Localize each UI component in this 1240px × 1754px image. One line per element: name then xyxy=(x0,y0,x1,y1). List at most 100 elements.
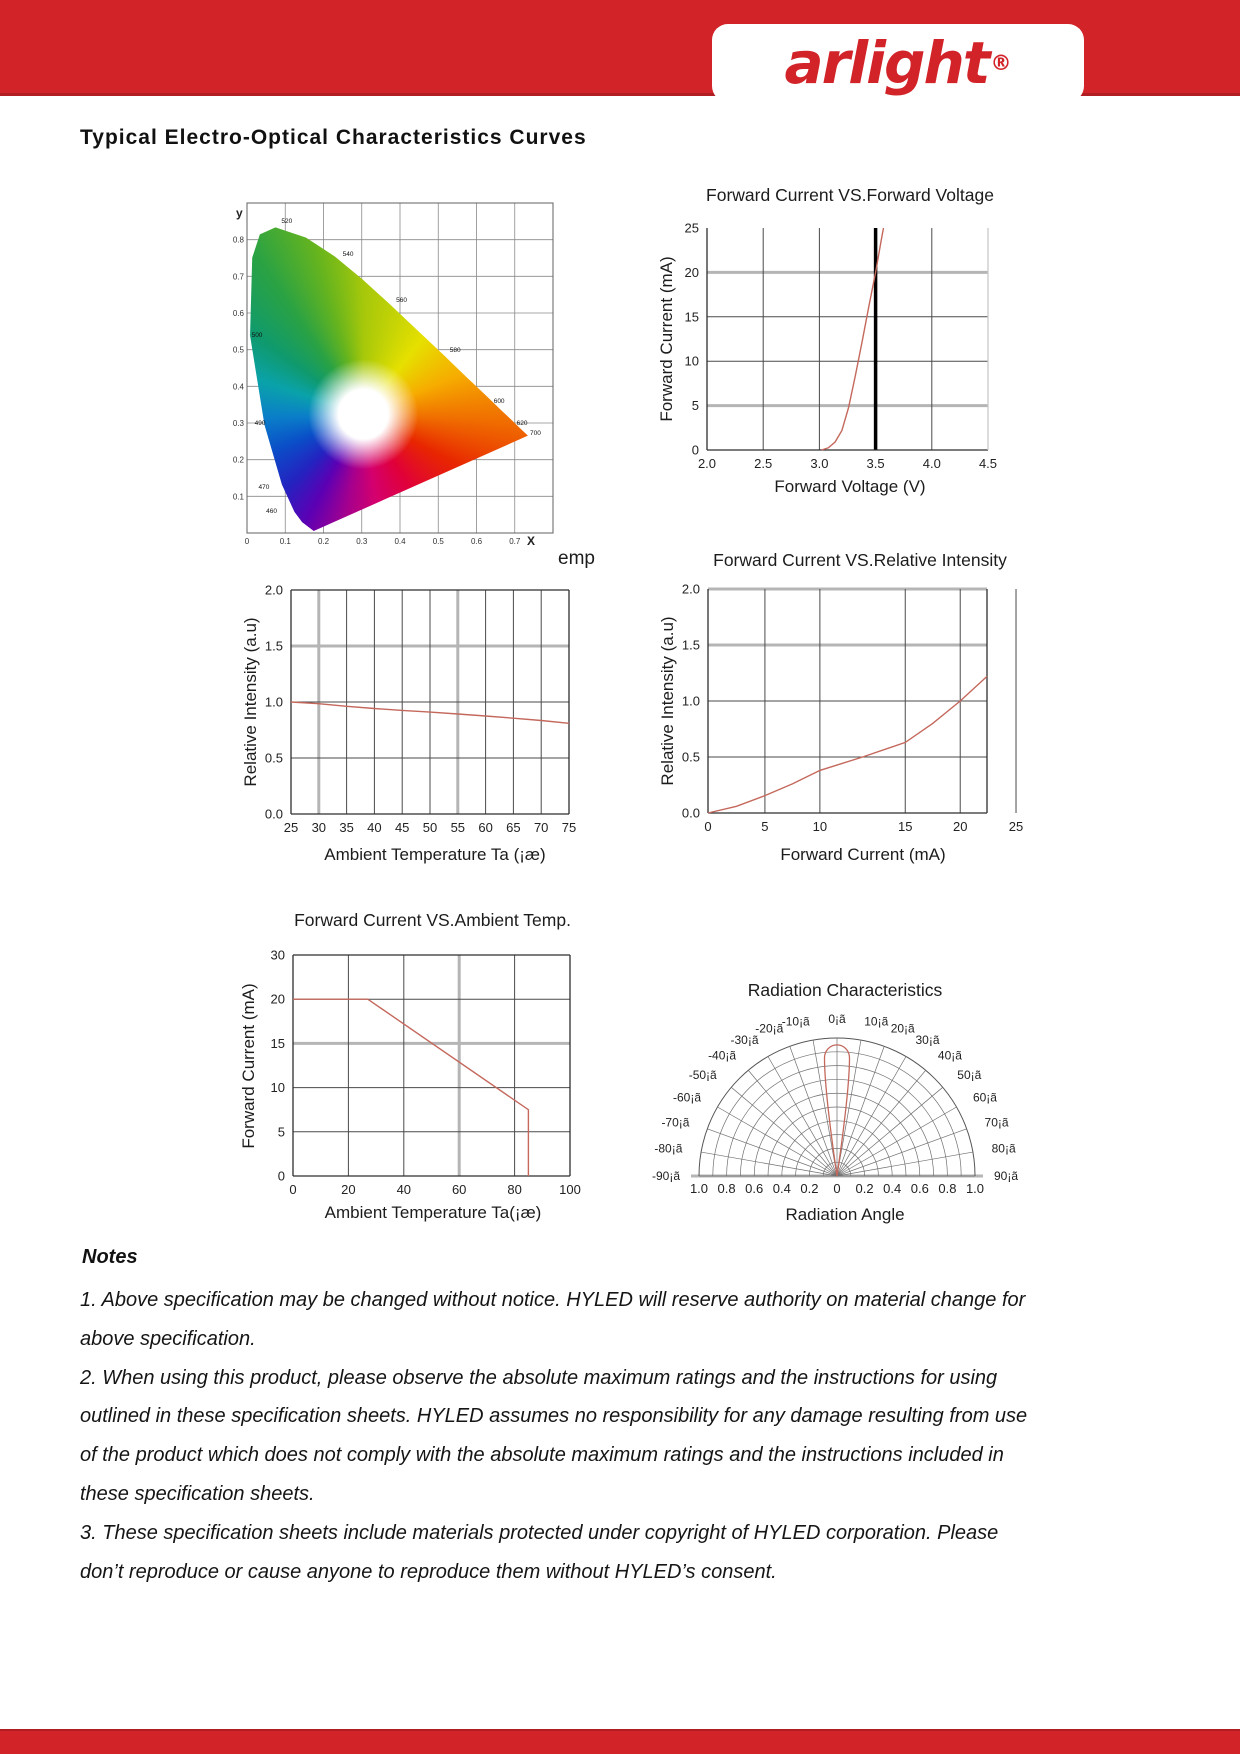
svg-text:10: 10 xyxy=(685,354,699,369)
svg-text:80: 80 xyxy=(507,1182,521,1197)
brand-logo: arlight ® xyxy=(712,24,1084,102)
svg-text:-30¡ã: -30¡ã xyxy=(730,1033,758,1047)
svg-text:0.6: 0.6 xyxy=(745,1181,763,1196)
svg-text:0: 0 xyxy=(289,1182,296,1197)
svg-text:20: 20 xyxy=(341,1182,355,1197)
chart-title-radiation: Radiation Characteristics xyxy=(747,980,943,1000)
wavelength-label: 460 xyxy=(266,508,277,515)
svg-text:15: 15 xyxy=(898,819,912,834)
iv-plot-area: 2.0 2.5 3.0 3.5 4.0 4.5 0 5 10 15 20 25 xyxy=(685,221,998,472)
x-axis-title-radiation: Radiation Angle xyxy=(785,1205,905,1224)
svg-text:100: 100 xyxy=(559,1182,581,1197)
svg-text:1.0: 1.0 xyxy=(690,1181,708,1196)
svg-text:-60¡ã: -60¡ã xyxy=(673,1091,701,1105)
svg-text:10: 10 xyxy=(271,1080,285,1095)
svg-text:0.0: 0.0 xyxy=(265,807,283,822)
x-axis-title-intensity-current: Forward Current (mA) xyxy=(780,845,946,864)
svg-text:0.8: 0.8 xyxy=(718,1181,736,1196)
svg-text:0.1: 0.1 xyxy=(233,492,245,501)
svg-text:20¡ã: 20¡ã xyxy=(891,1021,915,1035)
svg-text:0: 0 xyxy=(833,1181,840,1196)
svg-text:0.4: 0.4 xyxy=(233,382,245,391)
notes-section: 1. Above specification may be changed wi… xyxy=(80,1281,1200,1591)
svg-text:25: 25 xyxy=(284,820,298,835)
svg-text:75: 75 xyxy=(562,820,576,835)
svg-text:60: 60 xyxy=(452,1182,466,1197)
svg-text:3.0: 3.0 xyxy=(810,456,828,471)
svg-text:0.8: 0.8 xyxy=(938,1181,956,1196)
brand-logo-text: arlight xyxy=(784,29,990,97)
svg-text:10¡ã: 10¡ã xyxy=(864,1014,888,1028)
svg-text:30: 30 xyxy=(312,820,326,835)
svg-text:20: 20 xyxy=(953,819,967,834)
svg-text:-70¡ã: -70¡ã xyxy=(661,1115,689,1129)
svg-text:0.4: 0.4 xyxy=(394,537,406,546)
svg-text:0.6: 0.6 xyxy=(911,1181,929,1196)
wavelength-label: 520 xyxy=(281,218,293,226)
svg-text:60¡ã: 60¡ã xyxy=(973,1091,997,1105)
svg-text:0.4: 0.4 xyxy=(773,1181,791,1196)
svg-text:2.0: 2.0 xyxy=(682,582,700,597)
wavelength-label: 500 xyxy=(251,332,263,339)
svg-text:30: 30 xyxy=(271,948,285,963)
derating-plot-area: 0 20 40 60 80 100 30 20 15 10 5 0 xyxy=(271,948,581,1198)
chart-title-derating: Forward Current VS.Ambient Temp. xyxy=(294,910,571,930)
wavelength-label: 620 xyxy=(516,420,528,427)
wavelength-label: 560 xyxy=(396,297,408,305)
chart-title-fragment: emp xyxy=(558,548,595,569)
svg-text:4.0: 4.0 xyxy=(923,456,941,471)
svg-text:80¡ã: 80¡ã xyxy=(992,1142,1016,1156)
svg-text:0.5: 0.5 xyxy=(233,346,245,355)
svg-text:-20¡ã: -20¡ã xyxy=(755,1021,783,1035)
svg-text:0: 0 xyxy=(278,1169,285,1184)
cie-chromaticity-diagram: 0.1 0.2 0.3 0.4 0.5 0.6 0.7 0.8 0 0.1 0.2 0.3 0.4 0.5… xyxy=(230,200,555,552)
wavelength-label: 600 xyxy=(493,398,505,405)
svg-text:0.6: 0.6 xyxy=(233,309,245,318)
footer-bar xyxy=(0,1729,1240,1754)
notes-paragraph: 3. These specification sheets include ma… xyxy=(80,1521,999,1583)
radiation-polar-plot: -90¡ã -80¡ã -70¡ã -60¡ã -50¡ã -40¡ã -30¡ã-20¡ã… xyxy=(652,1012,1018,1196)
svg-text:0.5: 0.5 xyxy=(682,750,700,765)
svg-text:0.3: 0.3 xyxy=(356,537,368,546)
x-axis-title-derating: Ambient Temperature Ta(¡æ) xyxy=(324,1203,542,1222)
notes-heading: Notes xyxy=(82,1246,138,1268)
svg-text:0: 0 xyxy=(692,443,699,458)
cie-y-axis-letter: y xyxy=(236,206,243,220)
svg-text:45: 45 xyxy=(395,820,409,835)
chart-title-iv: Forward Current VS.Forward Voltage xyxy=(706,185,994,205)
svg-text:40¡ã: 40¡ã xyxy=(938,1049,962,1063)
chart-title-intensity-current: Forward Current VS.Relative Intensity xyxy=(713,550,1007,570)
svg-text:50¡ã: 50¡ã xyxy=(957,1068,981,1082)
svg-text:0.3: 0.3 xyxy=(233,419,245,428)
svg-text:1.0: 1.0 xyxy=(966,1181,984,1196)
svg-text:0.7: 0.7 xyxy=(509,537,521,546)
svg-text:90¡ã: 90¡ã xyxy=(994,1169,1018,1183)
wavelength-label: 540 xyxy=(342,251,354,259)
svg-text:0: 0 xyxy=(245,537,250,546)
svg-text:5: 5 xyxy=(761,819,768,834)
svg-text:60: 60 xyxy=(478,820,492,835)
svg-text:0.8: 0.8 xyxy=(233,236,245,245)
svg-text:15: 15 xyxy=(685,309,699,324)
svg-text:2.0: 2.0 xyxy=(265,583,283,598)
wavelength-label: 700 xyxy=(530,430,541,438)
svg-text:0.0: 0.0 xyxy=(682,806,700,821)
svg-text:40: 40 xyxy=(367,820,381,835)
svg-text:15: 15 xyxy=(271,1036,285,1051)
svg-text:0.6: 0.6 xyxy=(471,537,483,546)
svg-text:70: 70 xyxy=(534,820,548,835)
svg-text:0.4: 0.4 xyxy=(883,1181,901,1196)
x-axis-title-iv: Forward Voltage (V) xyxy=(774,477,926,496)
svg-text:1.5: 1.5 xyxy=(265,639,283,654)
page-title: Typical Electro-Optical Characteristics … xyxy=(80,126,587,149)
wavelength-label: 470 xyxy=(258,484,270,492)
svg-text:4.5: 4.5 xyxy=(979,456,997,471)
svg-text:5: 5 xyxy=(692,398,699,413)
notes-paragraph: 2. When using this product, please obser… xyxy=(80,1366,1028,1505)
svg-text:0.2: 0.2 xyxy=(856,1181,874,1196)
registered-trademark-icon: ® xyxy=(990,51,1012,75)
svg-text:20: 20 xyxy=(685,265,699,280)
svg-text:35: 35 xyxy=(339,820,353,835)
intensity-temp-plot-area: 25 30 35 40 45 50 55 60 65 70 75 0.0 0.5 1.0 1.5 2.0 xyxy=(265,583,576,836)
